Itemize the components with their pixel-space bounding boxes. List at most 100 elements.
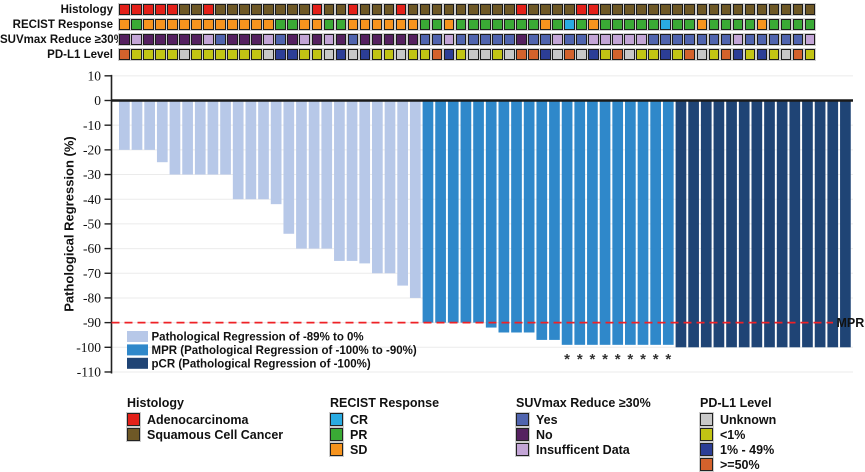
track-cell-pdl1-level <box>660 49 671 60</box>
track-cell-recist-response <box>167 19 178 30</box>
track-cell-pdl1-level <box>443 49 455 60</box>
track-cell-pdl1-level <box>143 49 154 60</box>
track-cell-recist-response <box>720 19 732 30</box>
bar <box>182 100 193 175</box>
track-cell-recist-response <box>648 19 659 30</box>
track-cell-suvmax-reduce <box>239 34 250 45</box>
track-cell-recist-response <box>600 19 611 30</box>
bar <box>384 100 396 274</box>
track-cell-recist-response <box>119 19 130 30</box>
track-cell-histology <box>251 4 262 15</box>
bar <box>485 100 497 328</box>
track-cell-pdl1-level <box>708 49 720 60</box>
track-cell-pdl1-level <box>588 49 599 60</box>
significance-asterisk: * <box>653 351 659 368</box>
track-cell-histology <box>756 4 768 15</box>
significance-asterisk: * <box>577 351 583 368</box>
track-cell-pdl1-level <box>167 49 178 60</box>
track-cell-recist-response <box>528 19 539 30</box>
legend-swatch <box>330 428 343 441</box>
track-cell-suvmax-reduce <box>275 34 286 45</box>
track-cell-histology <box>732 4 744 15</box>
track-cell-pdl1-level <box>359 49 371 60</box>
track-cells-pdl1-level <box>119 49 817 60</box>
track-cell-suvmax-reduce <box>744 34 756 45</box>
y-tick-label: -100 <box>76 340 101 355</box>
track-cell-recist-response <box>660 19 671 30</box>
track-cell-pdl1-level <box>744 49 756 60</box>
track-cell-histology <box>600 4 611 15</box>
y-tick-label: -70 <box>83 266 101 281</box>
track-cell-pdl1-level <box>383 49 395 60</box>
track-cell-pdl1-level <box>528 49 539 60</box>
track-cell-suvmax-reduce <box>203 34 214 45</box>
track-cell-pdl1-level <box>624 49 635 60</box>
track-cell-pdl1-level <box>684 49 696 60</box>
track-cell-histology <box>119 4 130 15</box>
track-cell-histology <box>347 4 359 15</box>
bar <box>321 100 333 249</box>
y-tick-label: -110 <box>77 365 101 380</box>
track-cell-pdl1-level <box>203 49 214 60</box>
bar <box>346 100 358 261</box>
y-tick-label: -40 <box>83 192 101 207</box>
track-cell-recist-response <box>708 19 720 30</box>
legend-label: 1% - 49% <box>720 442 775 457</box>
legend-swatch <box>516 428 529 441</box>
track-cell-recist-response <box>383 19 395 30</box>
track-cell-suvmax-reduce <box>768 34 780 45</box>
track-cell-pdl1-level <box>600 49 611 60</box>
legend-item: Insufficent Data <box>516 442 651 457</box>
track-cell-pdl1-level <box>155 49 166 60</box>
bar <box>232 100 244 200</box>
track-cell-histology <box>239 4 250 15</box>
track-cell-histology <box>768 4 780 15</box>
track-cell-suvmax-reduce <box>335 34 347 45</box>
bar <box>169 100 181 175</box>
track-cell-histology <box>275 4 286 15</box>
track-cell-pdl1-level <box>540 49 551 60</box>
track-cell-suvmax-reduce <box>636 34 647 45</box>
chart-legend-swatch <box>127 331 148 342</box>
track-cell-suvmax-reduce <box>299 34 311 45</box>
legend-swatch <box>700 413 713 426</box>
track-cell-suvmax-reduce <box>660 34 671 45</box>
track-cell-pdl1-level <box>479 49 491 60</box>
legend-label: Unknown <box>720 412 777 427</box>
track-cell-recist-response <box>768 19 780 30</box>
track-cell-suvmax-reduce <box>131 34 142 45</box>
track-cell-suvmax-reduce <box>227 34 238 45</box>
track-cell-suvmax-reduce <box>612 34 623 45</box>
bar <box>270 100 282 205</box>
track-cell-histology <box>552 4 563 15</box>
track-cell-pdl1-level <box>491 49 503 60</box>
track-cell-histology <box>479 4 491 15</box>
track-cell-histology <box>443 4 455 15</box>
legend-swatch <box>330 413 343 426</box>
y-tick-label: -10 <box>83 118 101 133</box>
track-cell-pdl1-level <box>239 49 250 60</box>
track-cell-histology <box>167 4 178 15</box>
legend-swatch <box>127 413 140 426</box>
bar <box>435 100 446 323</box>
track-cell-histology <box>383 4 395 15</box>
track-cell-recist-response <box>684 19 696 30</box>
track-cell-recist-response <box>275 19 286 30</box>
bar <box>612 100 624 345</box>
legend-label: <1% <box>720 427 746 442</box>
bar <box>156 100 168 163</box>
bar <box>574 100 586 345</box>
track-cell-pdl1-level <box>756 49 768 60</box>
track-cells-suvmax-reduce <box>119 34 817 45</box>
legend-label: Squamous Cell Cancer <box>147 427 284 442</box>
track-cell-pdl1-level <box>564 49 575 60</box>
bar <box>802 100 813 348</box>
bar <box>308 100 320 249</box>
legend-label: >=50% <box>720 457 760 472</box>
bar <box>726 100 737 348</box>
track-cell-histology <box>323 4 335 15</box>
legend-swatch <box>516 413 529 426</box>
track-cell-suvmax-reduce <box>576 34 587 45</box>
track-cell-recist-response <box>323 19 335 30</box>
bar <box>776 100 788 348</box>
